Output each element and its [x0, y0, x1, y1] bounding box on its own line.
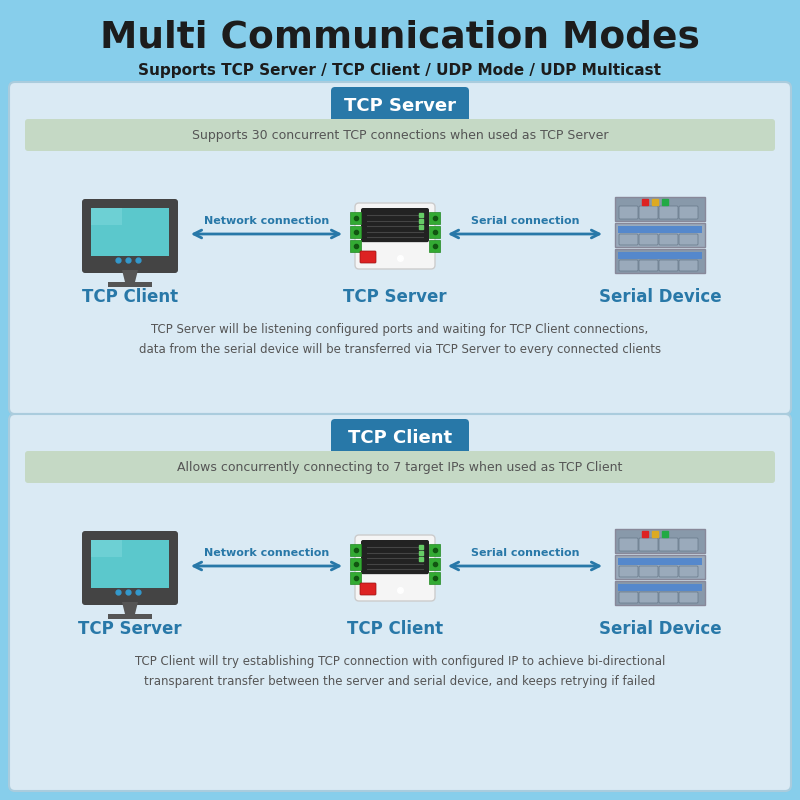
Text: TCP Client: TCP Client	[347, 620, 443, 638]
FancyBboxPatch shape	[429, 572, 440, 584]
Text: TCP Client: TCP Client	[348, 429, 452, 447]
FancyBboxPatch shape	[659, 206, 678, 219]
FancyBboxPatch shape	[659, 566, 678, 577]
FancyBboxPatch shape	[350, 558, 361, 570]
Text: Supports 30 concurrent TCP connections when used as TCP Server: Supports 30 concurrent TCP connections w…	[192, 129, 608, 142]
FancyBboxPatch shape	[350, 240, 361, 252]
Text: TCP Server: TCP Server	[343, 288, 447, 306]
FancyBboxPatch shape	[619, 592, 638, 603]
FancyBboxPatch shape	[25, 119, 775, 151]
Polygon shape	[122, 602, 138, 614]
FancyBboxPatch shape	[639, 260, 658, 271]
Text: TCP Server: TCP Server	[78, 620, 182, 638]
FancyBboxPatch shape	[615, 581, 705, 605]
Polygon shape	[108, 614, 152, 619]
FancyBboxPatch shape	[331, 419, 469, 457]
FancyBboxPatch shape	[615, 249, 705, 273]
FancyBboxPatch shape	[679, 260, 698, 271]
FancyBboxPatch shape	[350, 212, 361, 224]
FancyBboxPatch shape	[619, 260, 638, 271]
Text: Serial Device: Serial Device	[598, 620, 722, 638]
Text: Supports TCP Server / TCP Client / UDP Mode / UDP Multicast: Supports TCP Server / TCP Client / UDP M…	[138, 62, 662, 78]
FancyBboxPatch shape	[639, 538, 658, 551]
Text: Network connection: Network connection	[204, 548, 329, 558]
FancyBboxPatch shape	[659, 260, 678, 271]
FancyBboxPatch shape	[619, 538, 638, 551]
FancyBboxPatch shape	[659, 538, 678, 551]
Text: Serial connection: Serial connection	[470, 216, 579, 226]
FancyBboxPatch shape	[91, 540, 169, 588]
FancyBboxPatch shape	[619, 206, 638, 219]
Text: Serial connection: Serial connection	[470, 548, 579, 558]
FancyBboxPatch shape	[679, 566, 698, 577]
FancyBboxPatch shape	[361, 208, 429, 242]
FancyBboxPatch shape	[331, 87, 469, 125]
FancyBboxPatch shape	[679, 234, 698, 245]
FancyBboxPatch shape	[659, 234, 678, 245]
FancyBboxPatch shape	[91, 208, 169, 256]
Text: Multi Communication Modes: Multi Communication Modes	[100, 20, 700, 56]
FancyBboxPatch shape	[355, 203, 435, 269]
FancyBboxPatch shape	[350, 226, 361, 238]
FancyBboxPatch shape	[639, 206, 658, 219]
Text: TCP Server will be listening configured ports and waiting for TCP Client connect: TCP Server will be listening configured …	[151, 323, 649, 337]
FancyBboxPatch shape	[429, 226, 440, 238]
Polygon shape	[108, 282, 152, 287]
FancyBboxPatch shape	[360, 583, 376, 595]
Text: TCP Server: TCP Server	[344, 97, 456, 115]
FancyBboxPatch shape	[9, 82, 791, 414]
FancyBboxPatch shape	[615, 197, 705, 221]
FancyBboxPatch shape	[91, 540, 122, 557]
FancyBboxPatch shape	[615, 529, 705, 553]
FancyBboxPatch shape	[91, 256, 169, 264]
Text: data from the serial device will be transferred via TCP Server to every connecte: data from the serial device will be tran…	[139, 342, 661, 355]
FancyBboxPatch shape	[618, 558, 702, 565]
FancyBboxPatch shape	[679, 538, 698, 551]
FancyBboxPatch shape	[355, 535, 435, 601]
FancyBboxPatch shape	[618, 584, 702, 591]
Text: transparent transfer between the server and serial device, and keeps retrying if: transparent transfer between the server …	[144, 674, 656, 687]
FancyBboxPatch shape	[618, 226, 702, 233]
Polygon shape	[122, 270, 138, 282]
Text: Network connection: Network connection	[204, 216, 329, 226]
FancyBboxPatch shape	[679, 206, 698, 219]
FancyBboxPatch shape	[25, 451, 775, 483]
FancyBboxPatch shape	[361, 540, 429, 574]
FancyBboxPatch shape	[429, 544, 440, 556]
FancyBboxPatch shape	[91, 588, 169, 596]
Text: Serial Device: Serial Device	[598, 288, 722, 306]
Text: TCP Client: TCP Client	[82, 288, 178, 306]
FancyBboxPatch shape	[615, 555, 705, 579]
FancyBboxPatch shape	[350, 572, 361, 584]
FancyBboxPatch shape	[639, 566, 658, 577]
FancyBboxPatch shape	[429, 558, 440, 570]
FancyBboxPatch shape	[659, 592, 678, 603]
FancyBboxPatch shape	[360, 251, 376, 263]
FancyBboxPatch shape	[9, 414, 791, 791]
Text: Allows concurrently connecting to 7 target IPs when used as TCP Client: Allows concurrently connecting to 7 targ…	[178, 461, 622, 474]
FancyBboxPatch shape	[82, 531, 178, 605]
FancyBboxPatch shape	[618, 252, 702, 259]
FancyBboxPatch shape	[91, 208, 122, 225]
FancyBboxPatch shape	[619, 566, 638, 577]
Text: TCP Client will try establishing TCP connection with configured IP to achieve bi: TCP Client will try establishing TCP con…	[135, 655, 665, 669]
FancyBboxPatch shape	[619, 234, 638, 245]
FancyBboxPatch shape	[639, 234, 658, 245]
FancyBboxPatch shape	[679, 592, 698, 603]
FancyBboxPatch shape	[429, 212, 440, 224]
FancyBboxPatch shape	[82, 199, 178, 273]
FancyBboxPatch shape	[615, 223, 705, 247]
FancyBboxPatch shape	[429, 240, 440, 252]
FancyBboxPatch shape	[639, 592, 658, 603]
FancyBboxPatch shape	[350, 544, 361, 556]
